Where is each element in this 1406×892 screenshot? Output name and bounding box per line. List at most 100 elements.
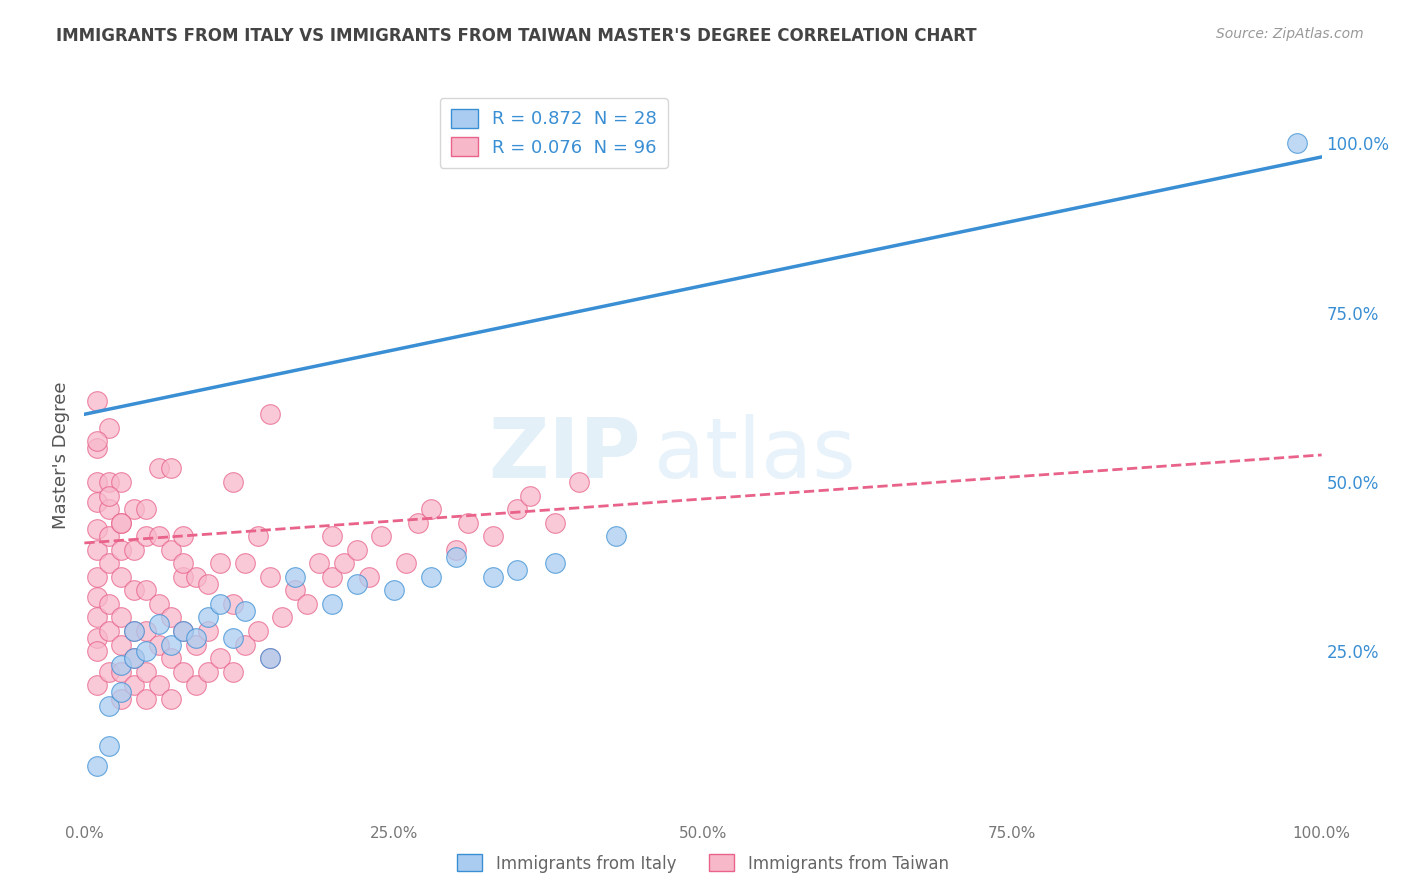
Text: ZIP: ZIP: [489, 415, 641, 495]
Point: [110, 516, 132, 530]
Point: [122, 678, 145, 692]
Point: [271, 610, 294, 624]
Point: [160, 638, 183, 652]
Point: [122, 583, 145, 598]
Point: [481, 529, 503, 543]
Y-axis label: Master's Degree: Master's Degree: [52, 381, 70, 529]
Legend: R = 0.872  N = 28, R = 0.076  N = 96: R = 0.872 N = 28, R = 0.076 N = 96: [440, 98, 668, 168]
Point: [246, 624, 269, 638]
Point: [160, 461, 183, 475]
Point: [184, 631, 207, 645]
Point: [419, 502, 441, 516]
Point: [86, 644, 108, 658]
Point: [172, 570, 194, 584]
Point: [160, 610, 183, 624]
Point: [135, 529, 157, 543]
Point: [346, 542, 368, 557]
Point: [86, 542, 108, 557]
Point: [148, 617, 170, 632]
Point: [1285, 136, 1308, 151]
Point: [86, 678, 108, 692]
Point: [160, 542, 183, 557]
Point: [295, 597, 318, 611]
Point: [110, 638, 132, 652]
Point: [184, 678, 207, 692]
Point: [110, 516, 132, 530]
Point: [110, 475, 132, 489]
Point: [98, 556, 121, 570]
Point: [209, 597, 232, 611]
Point: [86, 393, 108, 408]
Point: [98, 489, 121, 503]
Point: [382, 583, 405, 598]
Point: [233, 604, 256, 618]
Point: [506, 502, 529, 516]
Point: [222, 631, 245, 645]
Point: [122, 624, 145, 638]
Point: [233, 556, 256, 570]
Point: [246, 529, 269, 543]
Point: [98, 698, 121, 713]
Point: [605, 529, 627, 543]
Point: [122, 624, 145, 638]
Point: [172, 556, 194, 570]
Text: Source: ZipAtlas.com: Source: ZipAtlas.com: [1216, 27, 1364, 41]
Point: [197, 576, 219, 591]
Point: [172, 624, 194, 638]
Point: [110, 657, 132, 672]
Point: [172, 529, 194, 543]
Point: [444, 542, 467, 557]
Point: [519, 489, 541, 503]
Point: [506, 563, 529, 577]
Point: [160, 651, 183, 665]
Point: [148, 597, 170, 611]
Point: [321, 570, 343, 584]
Point: [222, 665, 245, 679]
Point: [209, 556, 232, 570]
Point: [259, 651, 281, 665]
Point: [408, 516, 430, 530]
Point: [122, 542, 145, 557]
Point: [568, 475, 591, 489]
Point: [222, 597, 245, 611]
Point: [357, 570, 380, 584]
Point: [419, 570, 441, 584]
Point: [184, 570, 207, 584]
Point: [209, 651, 232, 665]
Point: [321, 529, 343, 543]
Point: [543, 556, 565, 570]
Point: [481, 570, 503, 584]
Point: [148, 529, 170, 543]
Point: [98, 597, 121, 611]
Point: [86, 631, 108, 645]
Point: [346, 576, 368, 591]
Point: [233, 638, 256, 652]
Point: [122, 502, 145, 516]
Point: [333, 556, 356, 570]
Point: [197, 624, 219, 638]
Point: [86, 475, 108, 489]
Point: [135, 502, 157, 516]
Point: [122, 651, 145, 665]
Point: [110, 665, 132, 679]
Point: [444, 549, 467, 564]
Point: [222, 475, 245, 489]
Point: [543, 516, 565, 530]
Point: [135, 583, 157, 598]
Point: [284, 570, 307, 584]
Point: [135, 624, 157, 638]
Point: [110, 685, 132, 699]
Point: [321, 597, 343, 611]
Point: [259, 651, 281, 665]
Point: [110, 610, 132, 624]
Point: [197, 665, 219, 679]
Point: [86, 495, 108, 509]
Point: [148, 678, 170, 692]
Point: [122, 651, 145, 665]
Point: [98, 475, 121, 489]
Point: [110, 570, 132, 584]
Point: [86, 434, 108, 449]
Point: [110, 542, 132, 557]
Text: IMMIGRANTS FROM ITALY VS IMMIGRANTS FROM TAIWAN MASTER'S DEGREE CORRELATION CHAR: IMMIGRANTS FROM ITALY VS IMMIGRANTS FROM…: [56, 27, 977, 45]
Point: [98, 529, 121, 543]
